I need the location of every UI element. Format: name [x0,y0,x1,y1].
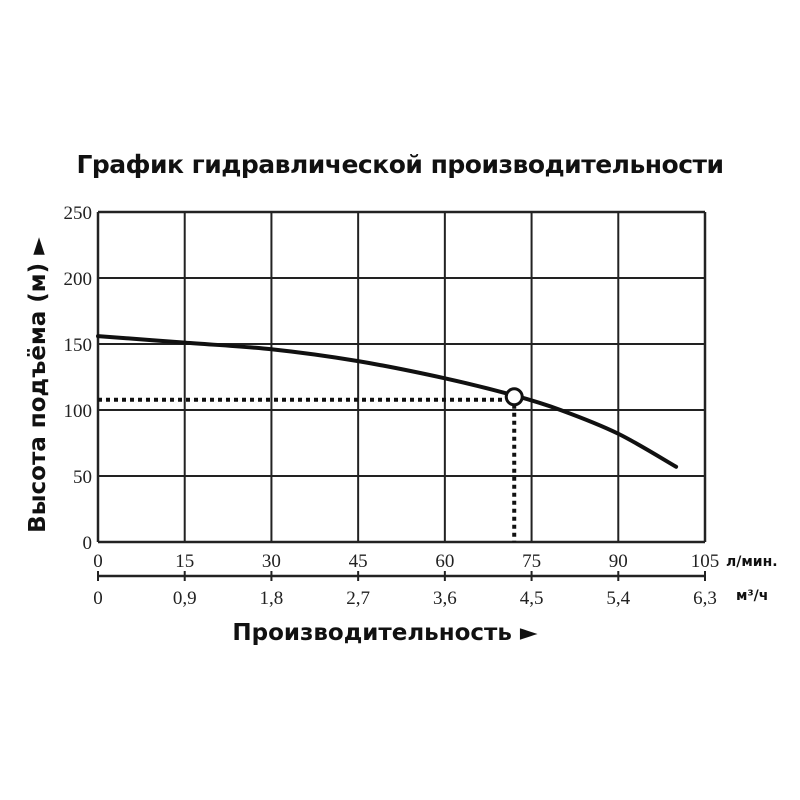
x-tick-label-primary: 90 [609,551,628,572]
x-tick-label-secondary: 5,4 [606,588,630,609]
x-axis-title: Производительность ► [232,620,538,646]
chart-title: График гидравлической производительности [76,150,724,179]
x-tick-label-secondary: 0,9 [173,588,197,609]
performance-curve [96,334,679,469]
y-tick-label: 50 [73,467,92,488]
y-tick-label: 250 [64,203,93,224]
y-tick-label: 200 [64,269,93,290]
x-axis-secondary: 0 0,9 1,8 2,7 3,6 4,5 5,4 6,3 [93,571,717,609]
x-tick-label-primary: 75 [522,551,541,572]
x-tick-label-primary: 30 [262,551,281,572]
x-tick-label-primary: 45 [349,551,368,572]
x-tick-label-secondary: 6,3 [693,588,717,609]
x-unit-secondary-label: м³/ч [736,588,768,604]
x-tick-label-secondary: 3,6 [433,588,457,609]
x-tick-label-primary: 105 [691,551,720,572]
x-tick-label-secondary: 2,7 [346,588,370,609]
operating-point-guides [98,397,517,542]
x-tick-label-primary: 15 [175,551,194,572]
operating-point-marker [504,387,524,407]
x-axis-primary-ticks: 0 15 30 45 60 75 90 105 [93,551,719,572]
x-tick-label-primary: 60 [435,551,454,572]
x-tick-label-secondary: 1,8 [260,588,284,609]
y-axis-title: Высота подъёма (м) ► [25,237,51,533]
x-tick-label-secondary: 4,5 [520,588,544,609]
x-unit-primary-label: л/мин. [726,554,778,570]
y-tick-label: 0 [83,533,93,554]
y-axis-ticks: 0 50 100 150 200 250 [64,203,93,554]
x-tick-label-primary: 0 [93,551,103,572]
y-tick-label: 150 [64,335,93,356]
y-tick-label: 100 [64,401,93,422]
chart-grid [96,210,707,544]
x-tick-label-secondary: 0 [93,588,103,609]
